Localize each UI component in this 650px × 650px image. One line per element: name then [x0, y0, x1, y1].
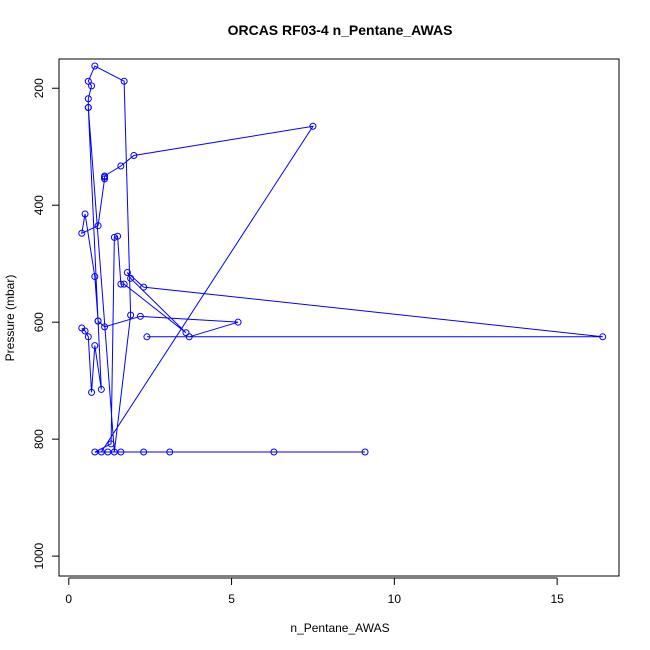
data-point [140, 283, 148, 291]
data-point [114, 232, 122, 240]
data-point [88, 388, 96, 396]
data-point [140, 448, 148, 456]
chart-title: ORCAS RF03-4 n_Pentane_AWAS [228, 22, 453, 38]
data-point [84, 104, 92, 112]
x-tick-label: 5 [228, 592, 235, 606]
data-point [81, 327, 89, 335]
data-point [81, 210, 89, 218]
data-point [84, 333, 92, 341]
series-line [81, 65, 603, 453]
data-point [309, 122, 317, 130]
data-point [120, 280, 128, 288]
data-point [104, 448, 112, 456]
y-tick-label: 800 [32, 429, 46, 449]
data-point [130, 151, 138, 159]
data-point [101, 175, 109, 183]
data-point [123, 268, 131, 276]
data-point [117, 280, 125, 288]
data-point [91, 273, 99, 281]
data-point [88, 82, 96, 90]
data-point [91, 62, 99, 70]
data-point [84, 95, 92, 103]
data-point [94, 222, 102, 230]
x-axis: 0 5 10 15 [65, 577, 564, 606]
data-point [120, 77, 128, 85]
data-point [166, 448, 174, 456]
data-point [97, 448, 105, 456]
data-point [182, 329, 190, 337]
data-point [91, 448, 99, 456]
data-point [94, 317, 102, 325]
y-tick-label: 600 [32, 312, 46, 332]
series-layer [78, 62, 607, 456]
x-axis-label: n_Pentane_AWAS [290, 621, 389, 635]
y-axis: 200 400 600 800 1000 [32, 78, 60, 569]
data-point [270, 448, 278, 456]
x-tick-label: 0 [65, 592, 72, 606]
data-point [127, 274, 135, 282]
y-tick-label: 1000 [32, 542, 46, 569]
data-point [110, 233, 118, 241]
data-point [234, 318, 242, 326]
data-point [143, 333, 151, 341]
y-tick-label: 400 [32, 195, 46, 215]
data-point [127, 311, 135, 319]
x-tick-label: 10 [388, 592, 402, 606]
data-point [117, 162, 125, 170]
data-point [136, 312, 144, 320]
data-point [97, 385, 105, 393]
data-point [101, 323, 109, 331]
y-axis-label: Pressure (mbar) [3, 275, 17, 362]
y-tick-label: 200 [32, 78, 46, 98]
data-point [78, 229, 86, 237]
data-point [84, 77, 92, 85]
x-tick-label: 15 [550, 592, 564, 606]
data-point [110, 448, 118, 456]
data-point [107, 440, 115, 448]
data-point [361, 448, 369, 456]
data-point [91, 342, 99, 350]
data-point [117, 448, 125, 456]
data-point [599, 333, 607, 341]
